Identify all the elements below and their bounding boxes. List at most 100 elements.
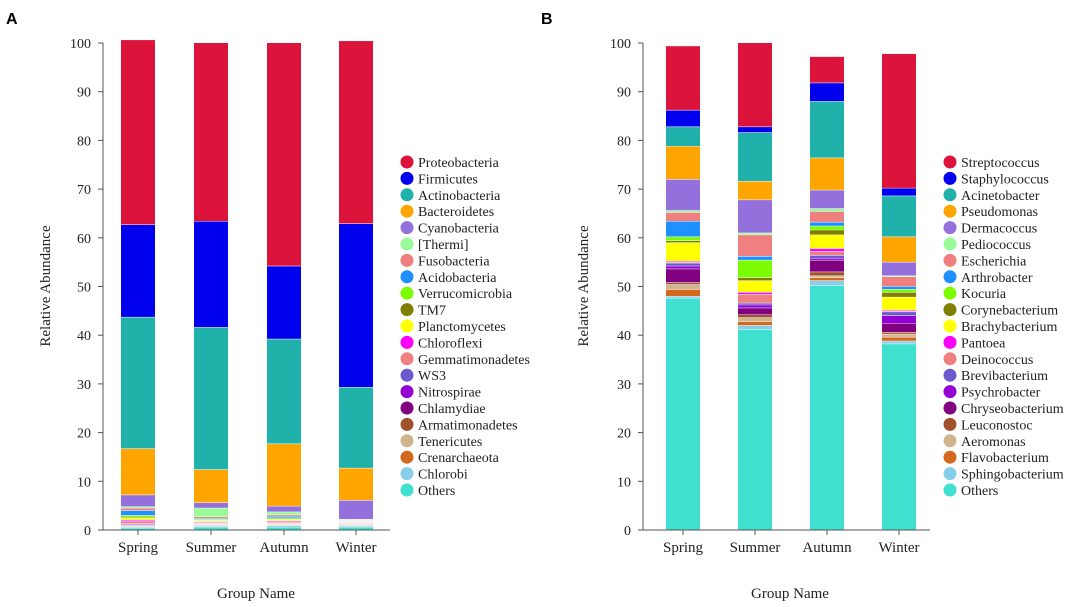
- panel-a-legend-marker: [400, 434, 414, 448]
- panel-a-legend-item-chloroflexi: Chloroflexi: [400, 335, 483, 351]
- panel-b-bar-winter: [882, 53, 916, 530]
- panel-a-segment-spring-actinobacteria: [121, 317, 155, 449]
- panel-a-category-label-winter: Winter: [335, 540, 376, 556]
- panel-b-legend-item-dermacoccus: Dermacoccus: [943, 221, 1037, 237]
- panel-b-legend-marker: [943, 155, 957, 169]
- panel-b-segment-winter-arthrobacter: [882, 286, 916, 290]
- panel-b-segment-summer-dermacoccus: [738, 199, 772, 233]
- panel-b-segment-spring-arthrobacter: [666, 221, 700, 237]
- panel-a-legend-label: Nitrospirae: [418, 386, 481, 401]
- panel-b-legend-marker: [943, 303, 957, 317]
- panel-a-legend-label: Planctomycetes: [418, 320, 506, 335]
- panel-a-segment-winter-actinobacteria: [339, 387, 373, 469]
- panel-b-legend-marker: [943, 204, 957, 218]
- panel-b-segment-winter-others: [882, 343, 916, 530]
- panel-a-segment-spring-chloroflexi: [121, 520, 155, 522]
- panel-a-legend-label: Cyanobacteria: [418, 222, 500, 237]
- panel-b-legend-marker: [943, 483, 957, 497]
- panel-b-segment-winter-escherichia: [882, 276, 916, 287]
- panel-a-label: A: [6, 11, 18, 28]
- panel-b-segment-autumn-aeromonas: [810, 275, 844, 278]
- panel-b-legend-label: Aeromonas: [961, 435, 1026, 450]
- panel-b-segment-winter-streptococcus: [882, 53, 916, 189]
- panel-a-legend-item-chlorobi: Chlorobi: [400, 467, 468, 483]
- panel-a-segment-autumn-gemmatimonadetes: [267, 521, 301, 523]
- panel-a-segment-spring-gemmatimonadetes: [121, 521, 155, 524]
- panel-a-legend-item-crenarchaeota: Crenarchaeota: [400, 450, 500, 466]
- panel-a-legend-marker: [400, 171, 414, 185]
- panel-b-y-tick-label: 10: [617, 475, 631, 490]
- panel-a-segment-autumn-bacteroidetes: [267, 443, 301, 507]
- panel-a-segment-spring-others: [121, 528, 155, 530]
- panel-b-legend-item-psychrobacter: Psychrobacter: [943, 385, 1041, 401]
- panel-b-legend-label: Chryseobacterium: [961, 402, 1064, 417]
- panel-a-segment-autumn-cyanobacteria: [267, 506, 301, 512]
- panel-b-segment-winter-sphingobacterium: [882, 341, 916, 344]
- panel-b-segment-spring-sphingobacterium: [666, 296, 700, 299]
- panel-b-x-ticks: Spring Summer Autumn Winter: [663, 530, 920, 556]
- panel-a-segment-winter-others: [339, 527, 373, 530]
- panel-a-y-ticks: 0 10 20 30 40 50 60 70 80 90 100: [70, 37, 103, 539]
- panel-b-segment-winter-deinococcus: [882, 310, 916, 312]
- panel-b-legend-label: Pediococcus: [961, 238, 1031, 253]
- panel-b-legend-marker: [943, 171, 957, 185]
- panel-a-y-tick-label: 0: [84, 524, 91, 539]
- panel-b-y-tick-label: 80: [617, 134, 631, 149]
- panel-b-legend-item-kocuria: Kocuria: [943, 286, 1007, 302]
- panel-b-segment-summer-arthrobacter: [738, 256, 772, 261]
- panel-a-legend-marker: [400, 368, 414, 382]
- panel-b-segment-autumn-flavobacterium: [810, 277, 844, 281]
- panel-b-legend-item-chryseobacterium: Chryseobacterium: [943, 401, 1064, 417]
- panel-a-legend-item-tenericutes: Tenericutes: [400, 434, 482, 450]
- panel-b-category-label-spring: Spring: [663, 540, 704, 556]
- panel-b-legend-item-deinococcus: Deinococcus: [943, 352, 1033, 368]
- panel-a-legend-item-acidobacteria: Acidobacteria: [400, 270, 497, 286]
- panel-a-legend-item-ws3: WS3: [400, 368, 446, 384]
- panel-b-legend-label: Streptococcus: [961, 156, 1040, 171]
- panel-a-segment-summer-gemmatimonadetes: [194, 522, 228, 524]
- panel-b-segment-autumn-corynebacterium: [810, 230, 844, 235]
- panel-b-y-tick-label: 0: [624, 524, 631, 539]
- panel-b-legend-marker: [943, 450, 957, 464]
- panel-b-segment-autumn-brachybacterium: [810, 234, 844, 249]
- panel-b-segment-spring-pediococcus: [666, 210, 700, 213]
- panel-b-xlabel: Group Name: [751, 586, 829, 602]
- panel-b-legend-marker: [943, 270, 957, 284]
- panel-b-segment-autumn-pseudomonas: [810, 157, 844, 191]
- panel-b-legend-label: Dermacoccus: [961, 222, 1037, 237]
- panel-b-segment-spring-streptococcus: [666, 45, 700, 111]
- panel-b-legend-item-sphingobacterium: Sphingobacterium: [943, 467, 1064, 483]
- panel-a-y-tick-label: 90: [77, 86, 91, 101]
- panel-b-segment-spring-brevibacterium: [666, 263, 700, 267]
- panel-a-y-tick-label: 40: [77, 329, 91, 344]
- panel-b-segment-summer-escherichia: [738, 234, 772, 257]
- panel-a-legend-label: [Thermi]: [418, 238, 469, 253]
- panel-a-legend-label: Crenarchaeota: [418, 451, 500, 466]
- panel-b-legend-item-leuconostoc: Leuconostoc: [943, 417, 1033, 433]
- panel-a-legend-marker: [400, 467, 414, 481]
- panel-a-segment-winter-firmicutes: [339, 223, 373, 388]
- panel-a-segment-autumn-thermi: [267, 511, 301, 515]
- panel-b-label: B: [541, 11, 553, 28]
- panel-a-legend-item-armatimonadetes: Armatimonadetes: [400, 417, 518, 433]
- panel-b-segment-winter-pediococcus: [882, 275, 916, 277]
- panel-a-segment-autumn-others: [267, 527, 301, 530]
- panel-b: B 0 10 20 30 40 50 60 70 80 90 100 Spring Summer Aut…: [541, 11, 1064, 602]
- panel-b-segment-autumn-pantoea: [810, 248, 844, 252]
- panel-b-legend-marker: [943, 335, 957, 349]
- panel-a-y-tick-label: 10: [77, 475, 91, 490]
- panel-b-segment-summer-brevibacterium: [738, 303, 772, 306]
- panel-b-segment-summer-psychrobacter: [738, 305, 772, 308]
- panel-b-segment-winter-aeromonas: [882, 334, 916, 338]
- panel-b-legend-marker: [943, 467, 957, 481]
- panel-b-segment-autumn-psychrobacter: [810, 258, 844, 261]
- panel-a-legend-item-gemmatimonadetes: Gemmatimonadetes: [400, 352, 530, 368]
- panel-b-segment-summer-corynebacterium: [738, 277, 772, 281]
- panel-a-legend-label: Chloroflexi: [418, 336, 483, 351]
- panel-b-y-tick-label: 100: [610, 37, 631, 52]
- panel-a-legend-label: Chlamydiae: [418, 402, 486, 417]
- panel-a-legend-marker: [400, 385, 414, 399]
- panel-a-segment-summer-acidobacteria: [194, 518, 228, 520]
- panel-a-segment-spring-thermi: [121, 506, 155, 509]
